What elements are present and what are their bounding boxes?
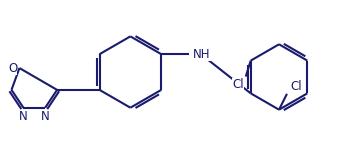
Text: N: N <box>19 110 28 123</box>
Text: O: O <box>8 62 17 75</box>
Text: N: N <box>41 110 49 123</box>
Text: Cl: Cl <box>290 80 302 93</box>
Text: NH: NH <box>193 48 211 61</box>
Text: Cl: Cl <box>232 79 244 92</box>
